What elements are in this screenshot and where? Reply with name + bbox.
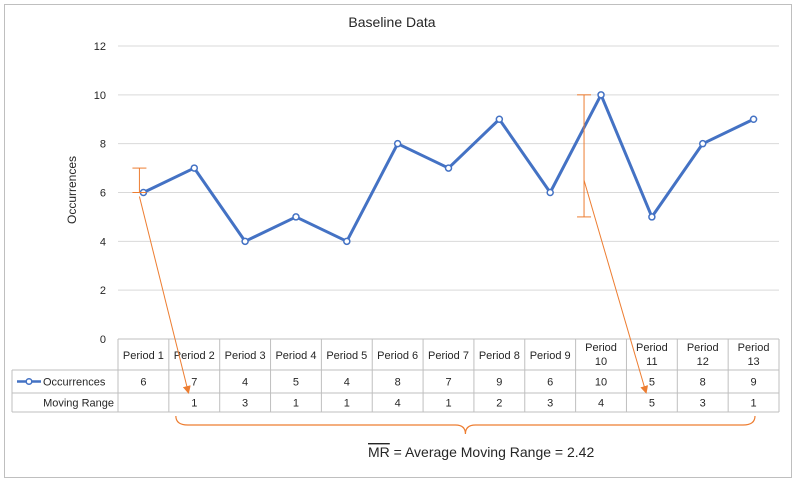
x-category-label: Period 6 xyxy=(377,350,418,362)
legend-key-marker xyxy=(25,377,33,386)
data-point xyxy=(292,213,300,221)
data-point xyxy=(343,237,351,246)
moving-range-value: 1 xyxy=(191,398,197,410)
average-moving-range-label: MR = Average Moving Range = 2.42 xyxy=(368,444,594,460)
x-category-label: Period 4 xyxy=(275,350,316,362)
moving-range-brace xyxy=(175,415,756,435)
data-label: 10 xyxy=(595,377,607,389)
x-category-label: Period 12 xyxy=(687,342,719,368)
x-category-label: Period 11 xyxy=(636,342,668,368)
moving-range-value: 4 xyxy=(598,398,604,410)
row-label-occurrences: Occurrences xyxy=(43,377,106,389)
mr-symbol: MR xyxy=(368,444,390,460)
x-category-label: Period 9 xyxy=(530,350,571,362)
data-label: 4 xyxy=(242,377,248,389)
x-category-label: Period 5 xyxy=(326,350,367,362)
data-label: 9 xyxy=(496,377,502,389)
x-category-label: Period 8 xyxy=(479,350,520,362)
data-point xyxy=(698,139,707,148)
chart-title: Baseline Data xyxy=(348,14,435,30)
data-point xyxy=(444,164,453,172)
data-point xyxy=(190,164,199,172)
moving-range-value: 3 xyxy=(242,398,248,410)
moving-range-value: 1 xyxy=(293,398,299,410)
data-label: 5 xyxy=(293,377,299,389)
series-occurrences xyxy=(139,91,758,246)
moving-range-value: 1 xyxy=(344,398,350,410)
y-tick-label: 0 xyxy=(100,334,106,346)
data-point xyxy=(546,188,554,197)
y-tick-label: 10 xyxy=(94,90,106,102)
x-category-label: Period 1 xyxy=(123,350,164,362)
y-tick-label: 8 xyxy=(100,139,106,151)
data-point xyxy=(495,115,504,123)
arrow-to-moving-range xyxy=(583,180,649,394)
x-category-label: Period 7 xyxy=(428,350,469,362)
data-label: 7 xyxy=(445,377,451,389)
row-label-moving-range: Moving Range xyxy=(43,398,114,410)
data-point xyxy=(648,213,656,221)
data-point xyxy=(393,139,402,148)
moving-range-value: 3 xyxy=(700,398,706,410)
y-tick-label: 12 xyxy=(94,41,106,53)
average-moving-range-text: = Average Moving Range = 2.42 xyxy=(390,444,595,460)
moving-range-value: 2 xyxy=(496,398,502,410)
moving-range-annotations xyxy=(132,94,756,435)
data-label: 6 xyxy=(547,377,553,389)
gridlines xyxy=(118,45,779,291)
moving-range-value: 1 xyxy=(445,398,451,410)
data-table: Period 1 Period 2 Period 3 Period 4 Period 5… xyxy=(11,338,780,413)
data-label: 9 xyxy=(751,377,757,389)
arrow-to-moving-range xyxy=(138,196,191,394)
data-label: 8 xyxy=(700,377,706,389)
x-category-label: Period 3 xyxy=(225,350,266,362)
moving-range-value: 1 xyxy=(751,398,757,410)
x-category-label: Period 10 xyxy=(585,342,617,368)
data-label: 6 xyxy=(140,377,146,389)
x-category-label: Period 13 xyxy=(738,342,770,368)
x-category-label: Period 2 xyxy=(174,350,215,362)
y-axis-title: Occurrences xyxy=(65,156,79,224)
y-tick-label: 2 xyxy=(100,285,106,297)
y-axis-ticks: 0 2 4 6 8 10 12 xyxy=(94,41,106,346)
data-point xyxy=(597,91,605,99)
y-tick-label: 4 xyxy=(100,236,106,248)
data-label: 7 xyxy=(191,377,197,389)
moving-range-value: 5 xyxy=(649,398,655,410)
moving-range-value: 4 xyxy=(395,398,401,410)
data-point xyxy=(241,237,249,246)
moving-range-value: 3 xyxy=(547,398,553,410)
data-label: 4 xyxy=(344,377,350,389)
y-tick-label: 6 xyxy=(100,188,106,200)
data-point xyxy=(749,115,758,123)
data-label: 5 xyxy=(649,377,655,389)
data-label: 8 xyxy=(395,377,401,389)
